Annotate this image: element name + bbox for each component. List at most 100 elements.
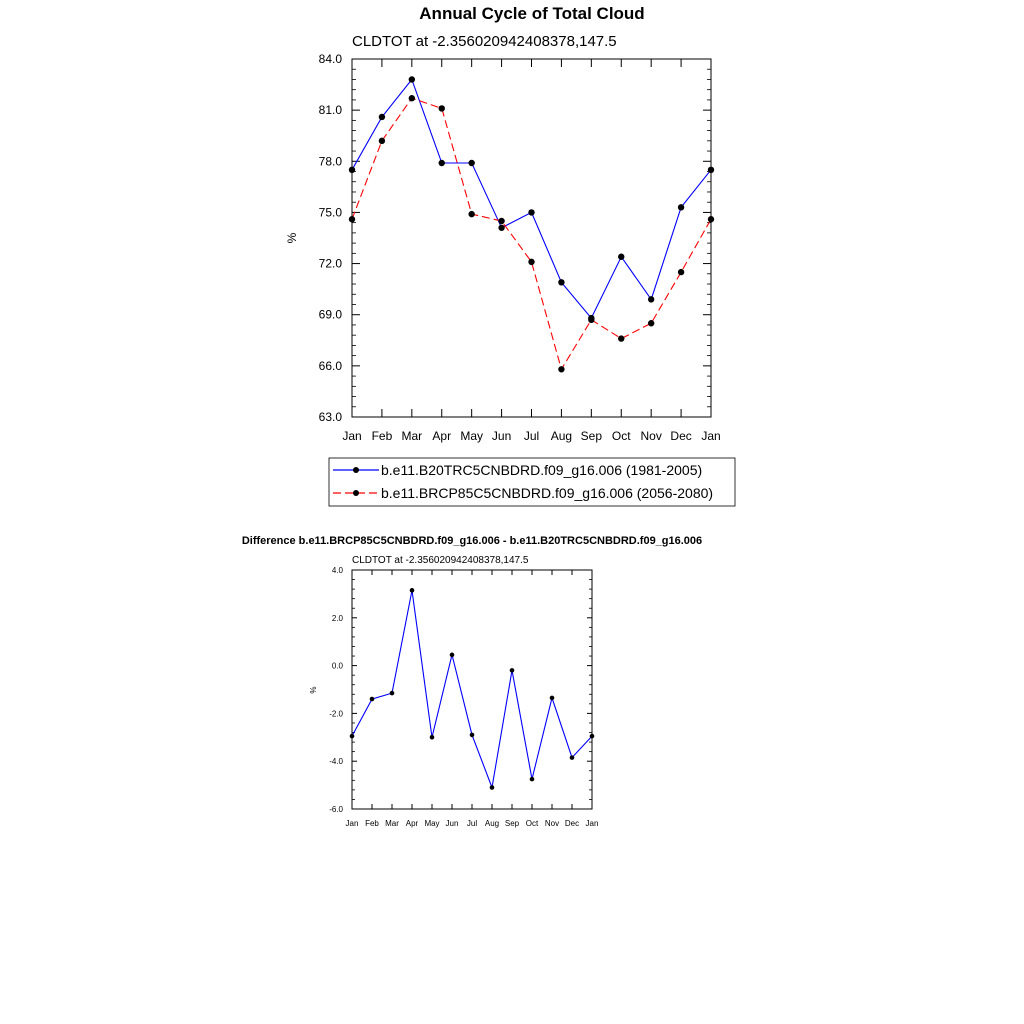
main-chart-ytick-label: 75.0: [319, 205, 343, 219]
main-chart-xtick-label: Jul: [524, 429, 539, 443]
main-chart-series-0-point: [707, 166, 715, 174]
main-chart-series-0-point: [348, 166, 356, 174]
main-chart-xtick-label: Oct: [612, 429, 631, 443]
difference-chart-ytick-label: -4.0: [329, 757, 343, 766]
main-chart-subtitle: CLDTOT at -2.356020942408378,147.5: [352, 33, 617, 50]
main-chart-xtick-label: Jan: [342, 429, 361, 443]
main-chart-series-0-point: [378, 113, 386, 121]
main-chart-series-1-point: [528, 258, 535, 266]
difference-chart-series-0-point: [449, 652, 455, 658]
difference-chart-ytick-label: 2.0: [332, 614, 344, 623]
main-chart-series-1-point: [408, 95, 416, 102]
main-chart-series-1-point: [707, 216, 715, 223]
main-chart-title: Annual Cycle of Total Cloud: [419, 4, 644, 23]
difference-chart-series-0-point: [349, 733, 355, 739]
main-chart-xtick-label: Nov: [640, 429, 661, 443]
difference-chart-xtick-label: Feb: [365, 819, 379, 828]
main-chart-ylabel: %: [285, 232, 299, 243]
difference-chart-subtitle: CLDTOT at -2.356020942408378,147.5: [352, 555, 529, 566]
difference-chart-series-0-point: [529, 776, 535, 782]
main-chart-series: [348, 76, 715, 373]
difference-chart-series-0-point: [549, 695, 555, 701]
difference-chart-series-0-point: [569, 755, 575, 760]
main-chart-series-1-point: [378, 137, 386, 145]
difference-chart-xtick-label: Mar: [385, 819, 399, 828]
difference-chart-xtick-label: Oct: [526, 819, 539, 828]
main-chart-ytick-label: 63.0: [319, 410, 343, 424]
main-chart-xtick-label: Jun: [492, 429, 511, 443]
main-chart-series-1-point: [498, 217, 505, 225]
main-chart-plot-frame: [351, 58, 712, 418]
main-chart-series-0-point: [408, 76, 416, 83]
main-chart-ytick-label: 81.0: [319, 103, 343, 117]
main-chart-xtick-label: Sep: [581, 429, 603, 443]
main-chart-series-0-point: [647, 296, 655, 303]
main-chart-xtick-label: Aug: [551, 429, 572, 443]
difference-chart-series-line-0: [351, 590, 593, 790]
difference-chart-series-0-point: [429, 735, 435, 740]
main-chart-series-1-point: [618, 335, 625, 342]
main-chart-xtick-label: Mar: [401, 429, 422, 443]
difference-chart-series-0-point: [489, 785, 495, 790]
difference-chart-ytick-label: 0.0: [332, 662, 344, 671]
main-chart-series-0-point: [438, 159, 445, 167]
difference-chart-xtick-label: Jul: [467, 819, 477, 828]
main-chart-ytick-label: 78.0: [319, 154, 343, 168]
main-chart-xtick-label: Feb: [372, 429, 393, 443]
difference-chart-xtick-label: Jun: [446, 819, 459, 828]
main-chart-series-line-1: [351, 97, 712, 371]
legend-border: [328, 457, 736, 507]
difference-chart-xtick-label: May: [424, 819, 439, 828]
main-chart-xtick-label: Apr: [432, 429, 451, 443]
difference-chart-xtick-label: Jan: [586, 819, 599, 828]
difference-chart-plot-frame: [351, 569, 593, 810]
main-chart-series-line-0: [351, 78, 712, 320]
difference-chart-series-0-point: [369, 696, 375, 702]
difference-chart-series-0-point: [509, 668, 515, 673]
main-chart-ytick-label: 69.0: [319, 308, 343, 322]
main-chart-series-1-point: [558, 366, 565, 373]
legend-marker-future: [353, 490, 359, 496]
difference-chart-title: Difference b.e11.BRCP85C5CNBDRD.f09_g16.…: [242, 535, 702, 547]
main-chart-xtick-label: Jan: [701, 429, 720, 443]
main-chart-ytick-label: 84.0: [319, 52, 343, 66]
main-chart: Annual Cycle of Total Cloud CLDTOT at -2…: [285, 4, 721, 443]
difference-chart-ytick-label: 4.0: [332, 566, 344, 575]
main-chart-series-1-point: [647, 320, 655, 327]
difference-chart-axes: -6.0 -4.0 -2.0 0.0 2.0 4.0 Jan Feb Mar Apr May Jun J…: [329, 566, 598, 828]
main-chart-series-0-point: [618, 253, 625, 260]
difference-chart: Difference b.e11.BRCP85C5CNBDRD.f09_g16.…: [242, 535, 702, 828]
main-chart-xtick-label: Dec: [670, 429, 691, 443]
main-chart-series-0-point: [498, 224, 505, 231]
difference-chart-ytick-label: -2.0: [329, 709, 343, 718]
main-chart-series-1-point: [438, 105, 445, 112]
difference-chart-series-0-point: [589, 733, 595, 739]
difference-chart-xtick-label: Aug: [485, 819, 499, 828]
main-chart-series-0-point: [677, 204, 685, 211]
difference-chart-series-0-point: [389, 690, 395, 696]
main-chart-axes: 63.0 66.0 69.0 72.0 75.0 78.0 81.0 84.0 Jan Feb Ma…: [319, 52, 721, 443]
legend-label-future: b.e11.BRCP85C5CNBDRD.f09_g16.006 (2056-2…: [381, 485, 713, 501]
main-chart-series-0-point: [558, 279, 565, 286]
main-chart-series-1-point: [588, 316, 595, 324]
main-chart-series-1-point: [677, 268, 685, 276]
difference-chart-ytick-label: -6.0: [329, 805, 343, 814]
main-chart-series-1-point: [468, 210, 475, 218]
difference-chart-series: [349, 588, 595, 790]
main-chart-series-1-point: [348, 216, 356, 223]
main-chart-series-0-point: [468, 159, 475, 167]
legend-label-historical: b.e11.B20TRC5CNBDRD.f09_g16.006 (1981-20…: [381, 462, 702, 478]
main-chart-series-0-point: [528, 209, 535, 216]
main-chart-xtick-label: May: [460, 429, 483, 443]
main-chart-ytick-label: 66.0: [319, 359, 343, 373]
difference-chart-series-0-point: [409, 588, 415, 593]
difference-chart-ylabel: %: [309, 686, 318, 693]
difference-chart-xtick-label: Sep: [505, 819, 520, 828]
legend: b.e11.B20TRC5CNBDRD.f09_g16.006 (1981-20…: [328, 457, 736, 507]
difference-chart-xtick-label: Apr: [406, 819, 419, 828]
legend-marker-historical: [353, 467, 359, 473]
difference-chart-xtick-label: Jan: [346, 819, 359, 828]
difference-chart-xtick-label: Nov: [545, 819, 559, 828]
difference-chart-xtick-label: Dec: [565, 819, 579, 828]
